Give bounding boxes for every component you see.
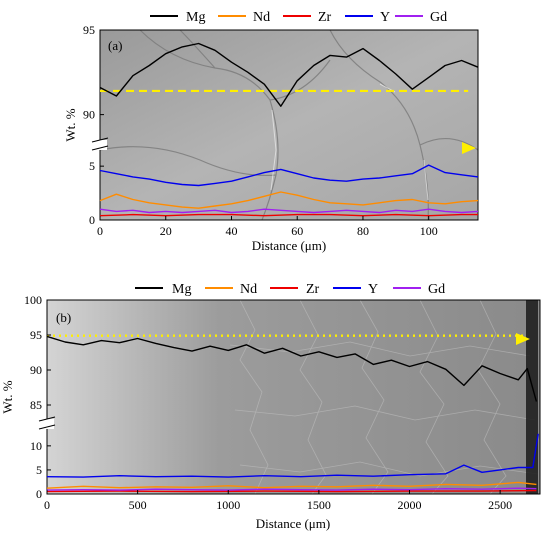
legend-a-mg: Mg [186,10,205,25]
x-tick-label: 40 [225,224,237,238]
series-gd-line [99,208,479,214]
y-tick-label: 100 [24,293,42,307]
legend-b-y: Y [368,282,378,297]
panel-a-label: (a) [108,38,122,53]
x-tick-label: 2500 [488,498,512,512]
legend-b-zr: Zr [306,282,320,297]
series-y-line [46,433,539,478]
panel-a-series [99,42,479,217]
x-tick-label: 2000 [398,498,422,512]
x-tick-label: 80 [357,224,369,238]
panel-b-series [46,335,539,493]
x-tick-label: 1000 [216,498,240,512]
panel-a-legend: Mg Nd Zr Y Gd [150,10,447,25]
series-zr-line [46,489,537,493]
x-tick-label: 500 [129,498,147,512]
y-tick-label: 95 [30,328,42,342]
y-tick-label: 0 [89,213,95,227]
x-tick-label: 1500 [307,498,331,512]
legend-b-gd: Gd [428,282,445,297]
panel-a-ylabel: Wt. % [63,108,78,141]
series-mg-line [46,335,538,402]
series-nd-line [46,481,537,489]
y-tick-label: 85 [30,398,42,412]
y-tick-label: 95 [83,23,95,37]
legend-b-nd: Nd [240,282,257,297]
legend-b-mg: Mg [172,282,191,297]
panel-b-grain-network [229,299,539,495]
panel-b-axis-break [38,416,56,430]
panel-a-scan-arrowhead [462,142,476,154]
series-nd-line [99,191,479,209]
legend-a-y: Y [380,10,390,25]
x-tick-label: 20 [160,224,172,238]
x-tick-label: 100 [420,224,438,238]
panel-b: Mg Nd Zr Y Gd (b) 0 500 1000 1500 2000 25 [0,282,541,531]
panel-b-label: (b) [56,310,71,325]
panel-b-scan-arrowhead [516,333,530,345]
series-y-line [99,164,479,187]
series-gd-line [46,487,537,491]
legend-a-zr: Zr [318,10,332,25]
series-mg-line [99,42,479,107]
y-tick-label: 5 [36,463,42,477]
y-tick-label: 5 [89,159,95,173]
x-tick-label: 0 [44,498,50,512]
panel-b-micrograph [47,300,540,494]
panel-a-frame [99,29,479,221]
panel-a-axis-break [91,137,109,151]
panel-b-frame [46,299,541,495]
panel-b-xlabel: Distance (μm) [256,516,330,531]
panel-b-legend: Mg Nd Zr Y Gd [135,282,445,297]
y-tick-label: 10 [30,439,42,453]
panel-a: Mg Nd Zr Y Gd (a) 0 20 40 6 [63,10,479,253]
y-tick-label: 90 [30,363,42,377]
panel-a-ticks: 0 20 40 60 80 100 90 95 0 5 [83,23,438,238]
panel-a-micrograph [100,30,478,220]
x-tick-label: 0 [97,224,103,238]
x-tick-label: 60 [291,224,303,238]
series-zr-line [99,213,478,217]
panel-a-xlabel: Distance (μm) [252,238,326,253]
panel-b-ylabel: Wt. % [0,380,15,413]
legend-a-gd: Gd [430,10,447,25]
panel-b-edge-region [526,300,538,494]
legend-a-nd: Nd [253,10,270,25]
y-tick-label: 90 [83,108,95,122]
y-tick-label: 0 [36,487,42,501]
